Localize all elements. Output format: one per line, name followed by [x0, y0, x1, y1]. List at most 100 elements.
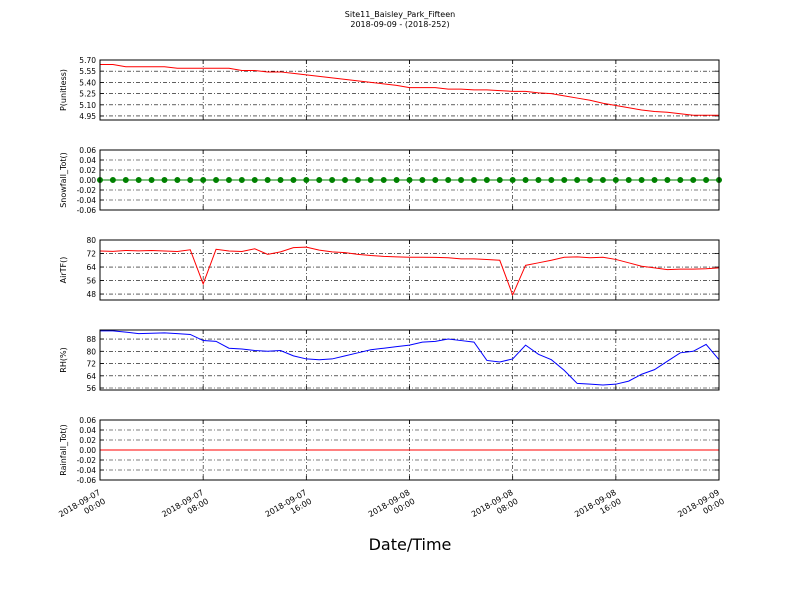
marker	[135, 177, 142, 183]
marker	[690, 177, 697, 183]
y-tick-label: 5.25	[79, 90, 96, 99]
plot-frame	[99, 329, 720, 391]
y-tick-label: 4.95	[79, 112, 96, 121]
marker	[316, 177, 323, 183]
marker	[587, 177, 594, 183]
marker	[574, 177, 581, 183]
marker	[213, 177, 220, 183]
y-tick-label: 0.06	[79, 146, 96, 155]
y-tick-label: 0.00	[79, 176, 96, 185]
y-axis-label: Rainfall_Tot()	[59, 424, 68, 476]
marker	[393, 177, 400, 183]
y-tick-label: -0.06	[77, 476, 97, 485]
x-tick-label: 2018-09-0800:00	[367, 488, 417, 528]
marker	[122, 177, 129, 183]
x-tick-label: 2018-09-0816:00	[573, 488, 623, 528]
y-tick-label: 0.02	[79, 166, 96, 175]
marker	[664, 177, 671, 183]
marker	[303, 177, 310, 183]
marker	[561, 177, 568, 183]
plot-frame	[99, 239, 720, 301]
marker	[458, 177, 465, 183]
marker	[432, 177, 439, 183]
y-tick-label: -0.06	[77, 206, 97, 215]
y-tick-label: 80	[86, 347, 96, 356]
marker	[109, 177, 116, 183]
plot-frame	[99, 59, 720, 121]
y-tick-label: -0.04	[77, 466, 97, 475]
y-tick-label: 64	[86, 372, 96, 381]
y-tick-label: 0.04	[79, 426, 96, 435]
y-tick-label: 0.00	[79, 446, 96, 455]
y-tick-label: 64	[86, 263, 96, 272]
subtitle: 2018-09-09 - (2018-252)	[350, 20, 449, 29]
marker	[161, 177, 168, 183]
y-tick-label: 88	[86, 335, 96, 344]
y-tick-label: 56	[86, 384, 96, 393]
marker	[264, 177, 271, 183]
marker	[470, 177, 477, 183]
x-tick-label: 2018-09-0700:00	[57, 488, 107, 528]
marker	[638, 177, 645, 183]
marker	[677, 177, 684, 183]
marker	[354, 177, 361, 183]
y-tick-label: 5.10	[79, 101, 96, 110]
y-axis-label: Snowfall_Tot()	[59, 152, 68, 208]
marker	[367, 177, 374, 183]
marker	[174, 177, 181, 183]
marker	[277, 177, 284, 183]
marker	[496, 177, 503, 183]
marker	[148, 177, 155, 183]
y-tick-label: 5.70	[79, 56, 96, 65]
marker	[612, 177, 619, 183]
series-line	[99, 246, 720, 297]
marker	[238, 177, 245, 183]
x-tick-label: 2018-09-0808:00	[470, 488, 520, 528]
marker	[703, 177, 710, 183]
title: Site11_Baisley_Park_Fifteen	[345, 10, 455, 19]
y-tick-label: 72	[86, 360, 96, 369]
marker	[625, 177, 632, 183]
marker	[445, 177, 452, 183]
marker	[406, 177, 413, 183]
y-tick-label: 56	[86, 277, 96, 286]
marker	[342, 177, 349, 183]
y-axis-label: RH(%)	[59, 347, 68, 372]
marker	[329, 177, 336, 183]
plot-frame	[99, 419, 720, 481]
plot-frame	[99, 149, 720, 211]
x-axis-label: Date/Time	[369, 535, 452, 554]
marker	[548, 177, 555, 183]
y-tick-label: 72	[86, 250, 96, 259]
marker	[200, 177, 207, 183]
y-tick-label: 80	[86, 236, 96, 245]
marker	[419, 177, 426, 183]
x-tick-label: 2018-09-0716:00	[264, 488, 314, 528]
marker	[535, 177, 542, 183]
marker	[599, 177, 606, 183]
y-axis-label: AirTF()	[59, 257, 68, 284]
marker	[290, 177, 297, 183]
marker	[251, 177, 258, 183]
y-tick-label: 5.55	[79, 67, 96, 76]
y-tick-label: 0.04	[79, 156, 96, 165]
y-tick-label: -0.04	[77, 196, 97, 205]
marker	[522, 177, 529, 183]
marker	[225, 177, 232, 183]
x-tick-label: 2018-09-0900:00	[676, 488, 726, 528]
marker	[380, 177, 387, 183]
y-tick-label: 0.02	[79, 436, 96, 445]
x-tick-label: 2018-09-0708:00	[160, 488, 210, 528]
y-axis-label: P(unitless)	[59, 69, 68, 111]
series-line	[100, 330, 720, 386]
marker	[187, 177, 194, 183]
y-tick-label: 0.06	[79, 416, 96, 425]
y-tick-label: -0.02	[77, 186, 97, 195]
marker	[651, 177, 658, 183]
y-tick-label: 48	[86, 290, 96, 299]
marker	[509, 177, 516, 183]
y-tick-label: -0.02	[77, 456, 97, 465]
y-tick-label: 5.40	[79, 78, 96, 87]
marker	[483, 177, 490, 183]
